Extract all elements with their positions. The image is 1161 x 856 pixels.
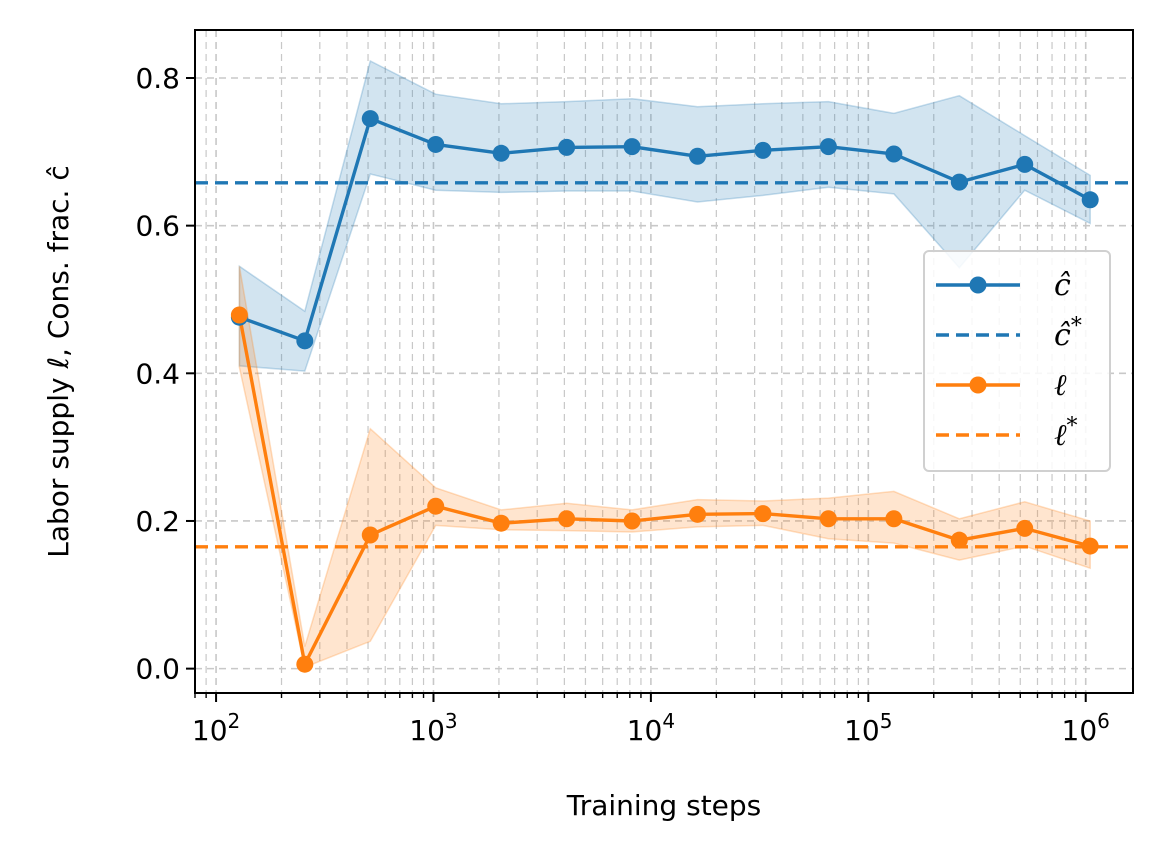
plot-frame — [194, 29, 1134, 694]
y-axis-ticks: 0.0 0.2 0.4 0.6 0.8 — [135, 62, 195, 686]
data-point-2 — [754, 505, 772, 523]
x-tick-label: 104 — [627, 709, 675, 747]
x-tick-label: 103 — [409, 709, 457, 747]
data-point-2 — [689, 505, 707, 523]
legend-label: ĉ — [1054, 268, 1071, 303]
series-line-0 — [238, 116, 1092, 343]
data-point-2 — [1016, 519, 1034, 537]
y-tick-label: 0.4 — [135, 357, 180, 390]
series-line-2 — [237, 314, 1091, 666]
reference-lines — [195, 181, 1133, 549]
data-point-2 — [230, 306, 248, 324]
data-point-2 — [427, 497, 445, 515]
data-point-0 — [819, 138, 837, 156]
legend: ĉ ĉ* ℓ ℓ* — [923, 250, 1111, 472]
data-point-0 — [754, 141, 772, 159]
x-tick-label: 102 — [192, 709, 240, 747]
x-tick-label: 105 — [844, 709, 892, 747]
data-point-2 — [361, 526, 379, 544]
data-point-0 — [885, 145, 903, 163]
legend-label: ℓ* — [1054, 414, 1078, 453]
data-point-0 — [296, 332, 314, 350]
legend-marker — [969, 376, 987, 394]
legend-label: ĉ* — [1054, 314, 1082, 353]
data-point-0 — [492, 144, 510, 162]
data-point-2 — [558, 510, 576, 528]
y-tick-label: 0.0 — [135, 653, 180, 686]
y-tick-label: 0.6 — [135, 210, 180, 243]
y-tick-label: 0.8 — [135, 62, 180, 95]
series-markers — [230, 110, 1099, 673]
x-axis-ticks: 102 103 104 105 106 — [192, 693, 1110, 747]
data-point-0 — [623, 138, 641, 156]
data-point-2 — [623, 512, 641, 530]
data-point-0 — [689, 147, 707, 165]
data-point-2 — [1081, 537, 1099, 555]
confidence-band-0 — [238, 59, 1091, 372]
data-point-0 — [1081, 191, 1099, 209]
data-point-0 — [1016, 155, 1034, 173]
legend-label: ℓ — [1054, 368, 1067, 403]
series-lines — [237, 116, 1092, 666]
data-point-0 — [558, 138, 576, 156]
data-point-0 — [950, 173, 968, 191]
x-tick-label: 106 — [1062, 709, 1110, 747]
y-tick-label: 0.2 — [135, 505, 180, 538]
data-point-0 — [427, 135, 445, 153]
data-point-2 — [296, 655, 314, 673]
data-point-0 — [361, 110, 379, 128]
y-axis-label: Labor supply ℓ, Cons. frac. ĉ — [42, 165, 75, 558]
data-point-2 — [950, 531, 968, 549]
data-point-2 — [819, 510, 837, 528]
data-point-2 — [492, 514, 510, 532]
legend-marker — [969, 276, 987, 294]
data-point-2 — [885, 510, 903, 528]
x-axis-label: Training steps — [566, 789, 762, 822]
legend-box — [923, 250, 1111, 472]
